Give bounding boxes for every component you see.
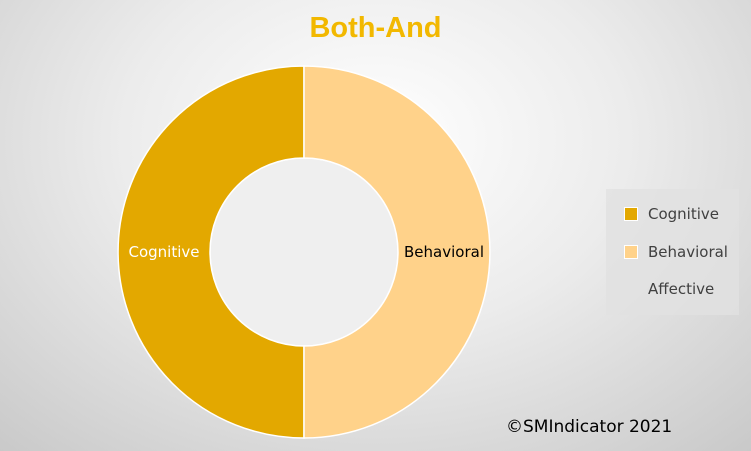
legend-swatch-cognitive: [624, 207, 638, 221]
copyright-text: ©SMIndicator 2021: [506, 417, 673, 437]
slice-behavioral: [303, 65, 491, 439]
legend-label: Affective: [648, 280, 715, 298]
legend-item-cognitive: Cognitive: [624, 205, 719, 223]
legend-label: Behavioral: [648, 243, 728, 261]
data-label-behavioral: Behavioral: [404, 243, 484, 261]
legend: Cognitive Behavioral Affective: [606, 189, 739, 315]
data-label-cognitive: Cognitive: [128, 243, 199, 261]
legend-item-behavioral: Behavioral: [624, 243, 728, 261]
legend-item-affective: Affective: [624, 280, 714, 298]
legend-label: Cognitive: [648, 205, 720, 223]
slice-cognitive: [117, 65, 305, 439]
legend-swatch-behavioral: [624, 245, 638, 259]
chart-title: Both-And: [309, 12, 442, 44]
donut-hole: [209, 157, 399, 347]
